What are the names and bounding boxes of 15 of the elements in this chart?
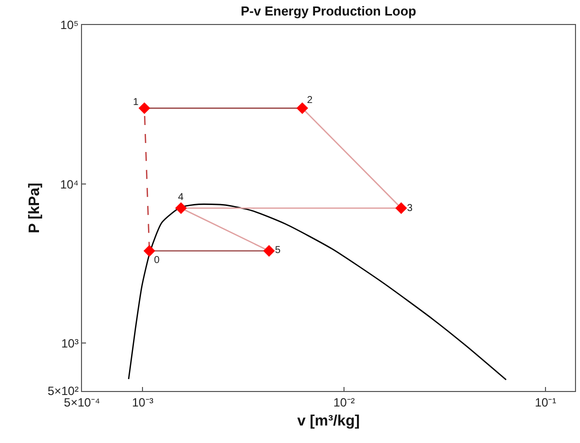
chart-title: P-v Energy Production Loop bbox=[240, 4, 416, 19]
y-tick-label: 10⁴ bbox=[60, 177, 79, 192]
annotation: 3 bbox=[407, 203, 413, 214]
x-tick-label: 10⁻¹ bbox=[534, 395, 556, 410]
x-axis-title: v [m³/kg] bbox=[297, 412, 360, 430]
annotation: 1 bbox=[133, 97, 139, 108]
annotation: 4 bbox=[178, 192, 184, 203]
y-tick-label: 10³ bbox=[61, 336, 79, 350]
x-tick-label: 10⁻³ bbox=[132, 395, 154, 410]
annotation: 2 bbox=[307, 95, 313, 106]
y-axis-title: P [kPa] bbox=[26, 182, 43, 234]
annotation: 0 bbox=[154, 255, 160, 266]
x-tick-label: 10⁻² bbox=[333, 395, 355, 410]
y-tick-label: 10⁵ bbox=[60, 18, 79, 32]
annotation: 5 bbox=[275, 245, 281, 256]
